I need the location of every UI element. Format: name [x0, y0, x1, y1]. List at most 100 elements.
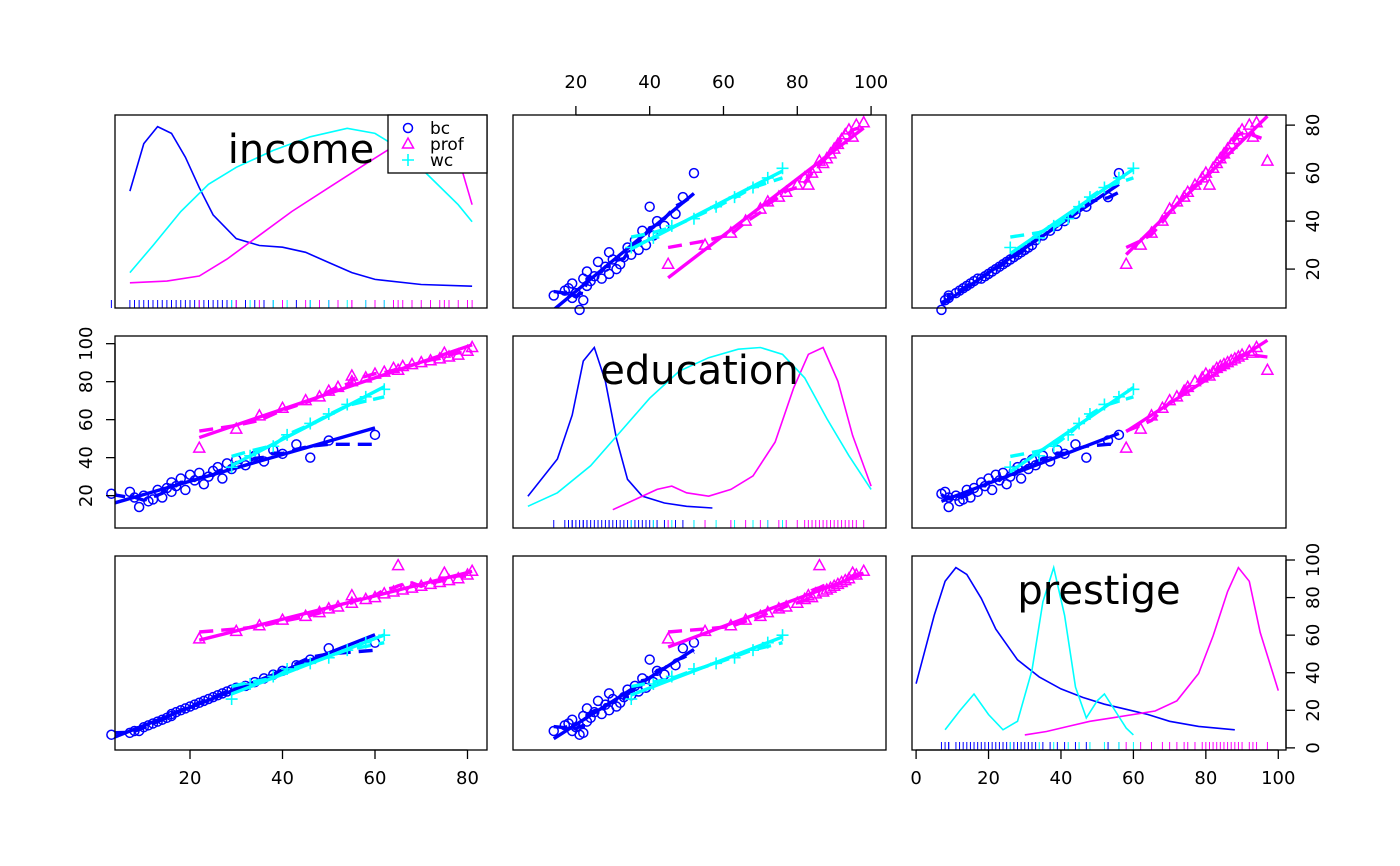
point-bc-r1c0-32 — [304, 452, 316, 463]
y-tick-label-income-right-0: 20 — [1303, 258, 1324, 281]
point-bc-r0c1-34 — [688, 167, 700, 179]
point-prof-r0c1-21 — [856, 115, 871, 128]
y-tick-label-education-left-2: 60 — [76, 408, 97, 431]
point-wc-r1c0-0 — [225, 461, 238, 474]
density-curve-income-bc — [129, 125, 473, 287]
variable-label-prestige: prestige — [1017, 568, 1180, 614]
point-bc-r0c1-18 — [592, 256, 604, 268]
point-bc-r0c1-32 — [644, 201, 655, 212]
x-tick-label-prestige-bottom-5: 100 — [1261, 768, 1295, 789]
point-bc-r2c1-8 — [566, 714, 578, 725]
smoother-bc-r1c0 — [115, 442, 375, 502]
point-wc-r0c2-0 — [1004, 241, 1017, 254]
y-tick-label-education-left-4: 100 — [76, 327, 97, 361]
density-curve-education-prof — [612, 346, 872, 511]
smoother-prof-r0c2 — [1125, 127, 1268, 250]
x-tick-label-prestige-bottom-0: 0 — [910, 768, 921, 789]
legend-marker-bc — [402, 122, 414, 134]
fit-line-bc-r0c1 — [553, 192, 696, 308]
smoother-wc-r1c2 — [1009, 395, 1134, 459]
point-prof-r1c2-23 — [1260, 362, 1275, 376]
point-wc-r0c2-8 — [1127, 162, 1140, 175]
fit-line-prof-r0c1 — [667, 126, 865, 280]
density-curve-education-bc — [527, 345, 713, 509]
point-bc-r1c0-15 — [184, 469, 196, 480]
point-bc-r1c2-6 — [957, 494, 969, 505]
density-curve-prestige-prof — [1024, 566, 1280, 736]
point-bc-r1c0-22 — [217, 473, 228, 484]
x-tick-label-income-bottom-1: 40 — [271, 768, 294, 789]
point-prof-r0c2-24 — [1202, 177, 1217, 190]
smoother-prof-r1c0 — [199, 349, 473, 433]
x-tick-label-education-top-2: 60 — [712, 72, 735, 93]
point-bc-r2c1-32 — [644, 654, 655, 665]
point-bc-r2c0-0 — [106, 729, 117, 740]
point-prof-r2c1-0 — [661, 631, 675, 644]
variable-label-education: education — [600, 348, 798, 394]
point-bc-r2c1-1 — [578, 727, 589, 739]
smoother-prof-r2c1 — [667, 571, 865, 634]
point-prof-r1c2-0 — [1119, 440, 1133, 453]
x-tick-label-education-top-1: 40 — [638, 72, 661, 93]
y-tick-label-prestige-right-3: 60 — [1303, 624, 1324, 647]
smoother-bc-r2c0 — [115, 648, 376, 735]
legend-label-prof: prof — [430, 135, 465, 155]
smoother-wc-r0c2 — [1010, 176, 1134, 239]
fit-line-bc-r0c2 — [940, 182, 1120, 307]
variable-label-income: income — [228, 127, 375, 173]
point-bc-r1c2-32 — [1081, 452, 1092, 463]
y-tick-label-prestige-right-4: 80 — [1303, 586, 1324, 609]
smoother-wc-r1c0 — [231, 395, 385, 459]
panel-frame-r1c2 — [911, 335, 1287, 529]
y-tick-label-education-left-0: 20 — [76, 484, 97, 507]
smoother-prof-r1c2 — [1125, 350, 1268, 433]
x-tick-label-education-top-3: 80 — [786, 72, 809, 93]
x-tick-label-income-bottom-2: 60 — [364, 768, 387, 789]
x-tick-label-prestige-bottom-1: 20 — [977, 768, 1000, 789]
point-bc-r0c1-1 — [578, 295, 589, 306]
panel-frame-r0c0 — [114, 114, 488, 309]
point-bc-r0c1-3 — [548, 290, 559, 301]
point-bc-r0c1-11 — [596, 273, 607, 284]
smoother-prof-r0c1 — [667, 126, 864, 250]
point-prof-r2c0-23 — [391, 558, 405, 571]
y-tick-label-prestige-right-5: 100 — [1303, 543, 1324, 577]
point-wc-r2c1-8 — [776, 629, 789, 642]
fit-line-wc-r0c1 — [630, 169, 784, 251]
density-curve-prestige-wc — [944, 564, 1134, 736]
panel-frame-r0c1 — [512, 114, 887, 309]
point-prof-r1c0-0 — [192, 440, 207, 453]
point-prof-r2c1-10 — [805, 590, 819, 603]
point-bc-r1c2-3 — [943, 501, 954, 513]
point-wc-r2c0-0 — [225, 693, 238, 706]
x-tick-label-prestige-bottom-3: 60 — [1122, 768, 1145, 789]
point-bc-r0c1-14 — [581, 266, 593, 277]
point-bc-r1c0-34 — [369, 429, 381, 441]
fit-line-wc-r0c2 — [1009, 167, 1135, 256]
smoother-bc-r0c2 — [940, 190, 1120, 305]
y-tick-label-prestige-right-1: 20 — [1303, 699, 1324, 722]
fit-line-wc-r1c0 — [230, 385, 386, 468]
point-bc-r0c1-22 — [603, 247, 615, 258]
fit-line-wc-r2c0 — [231, 633, 385, 696]
smoother-wc-r2c1 — [630, 641, 783, 689]
x-tick-label-income-bottom-3: 80 — [456, 768, 479, 789]
x-tick-label-education-top-0: 20 — [564, 72, 587, 93]
fit-line-bc-r1c2 — [940, 431, 1120, 503]
smoother-prof-r2c0 — [199, 573, 473, 634]
smoother-bc-r0c1 — [553, 193, 695, 300]
y-tick-label-income-right-1: 40 — [1303, 210, 1324, 233]
fit-line-bc-r1c0 — [115, 426, 376, 505]
point-bc-r2c1-18 — [592, 695, 604, 707]
smoother-wc-r2c0 — [231, 641, 385, 689]
point-prof-r2c1-23 — [812, 558, 827, 571]
point-prof-r0c2-23 — [1260, 153, 1275, 166]
point-bc-r0c2-0 — [936, 304, 947, 316]
x-tick-label-prestige-bottom-4: 80 — [1194, 768, 1217, 789]
point-bc-r1c2-14 — [986, 484, 998, 496]
panel-frame-r2c1 — [512, 555, 887, 751]
point-bc-r2c1-14 — [581, 703, 593, 714]
x-tick-label-education-top-4: 100 — [854, 72, 888, 93]
legend-marker-wc — [402, 154, 414, 166]
